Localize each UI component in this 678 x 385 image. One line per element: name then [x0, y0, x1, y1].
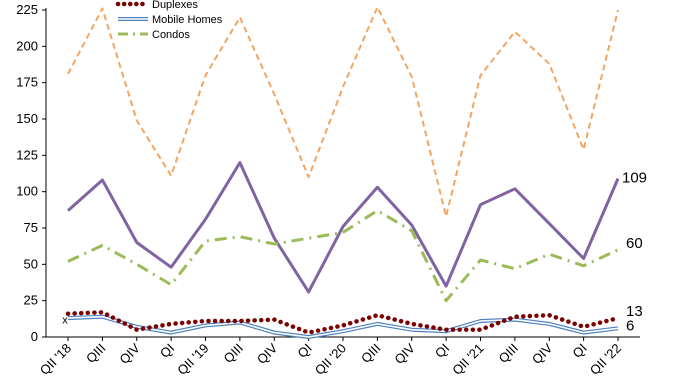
end-label-mobile: 6: [626, 317, 634, 334]
series-line-purple: [67, 161, 620, 294]
x-tick-label: QI: [569, 341, 589, 361]
y-tick-label: 100: [16, 184, 38, 199]
y-tick-label: 75: [24, 220, 38, 235]
series-duplexes: [65, 310, 621, 335]
y-tick-label: 225: [16, 2, 38, 17]
x-tick-label: QIII: [221, 341, 246, 366]
legend-label: Mobile Homes: [152, 14, 223, 26]
series-condos: [67, 209, 619, 303]
end-labels: 22510960136x: [62, 170, 647, 335]
x-tick-label: QII '21: [449, 341, 486, 378]
end-label-condos: 60: [626, 235, 643, 252]
x-tick-label: QI: [432, 341, 452, 361]
y-tick-label: 50: [24, 256, 38, 271]
x-tick-label: QI: [294, 341, 314, 361]
x-tick-label: QII '19: [174, 341, 211, 378]
y-tick-label: 175: [16, 75, 38, 90]
x-tick-label: QIII: [358, 341, 383, 366]
x-tick-label: QIII: [83, 341, 108, 366]
x-tick-label: QIII: [496, 341, 521, 366]
series-mobile: [67, 314, 619, 339]
x-tick-label: QIV: [254, 340, 281, 367]
series-line-condos: [67, 209, 619, 303]
y-tick-label: 0: [31, 329, 38, 344]
x-tick-label: QI: [157, 341, 177, 361]
series-line-orange: [67, 6, 619, 218]
end-label-purple: 109: [622, 170, 647, 187]
legend-label: Duplexes: [152, 0, 198, 11]
x-tick-label: QII '22: [587, 341, 624, 378]
series-purple: [67, 161, 620, 294]
legend: Duplexes Mobile Homes Condos: [115, 0, 223, 41]
end-label-duplexes: 13: [626, 303, 643, 320]
x-tick-label: QII '18: [37, 341, 74, 378]
legend-item-condos: Condos: [118, 29, 190, 41]
legend-item-duplexes: Duplexes: [115, 0, 198, 11]
x-tick-label: QIV: [391, 340, 418, 367]
annotation-marker: x: [62, 315, 68, 327]
series-line-inner-mobile: [67, 315, 619, 338]
y-tick-label: 200: [16, 38, 38, 53]
y-tick-label: 125: [16, 147, 38, 162]
x-tick-label: QIV: [529, 340, 556, 367]
x-tick-label: QIV: [116, 340, 143, 367]
axes: 0 25 50 75 100 125 150 175 200 225 QII '18 QIII QIV Q…: [16, 2, 640, 378]
y-tick-label: 25: [24, 293, 38, 308]
legend-label: Condos: [152, 29, 190, 41]
series-line-duplexes: [65, 310, 621, 335]
x-tick-label: QII '20: [312, 341, 349, 378]
y-tick-label: 150: [16, 111, 38, 126]
series-orange: [67, 6, 619, 218]
series-layer: [65, 6, 621, 339]
legend-item-mobile: Mobile Homes: [118, 14, 223, 26]
